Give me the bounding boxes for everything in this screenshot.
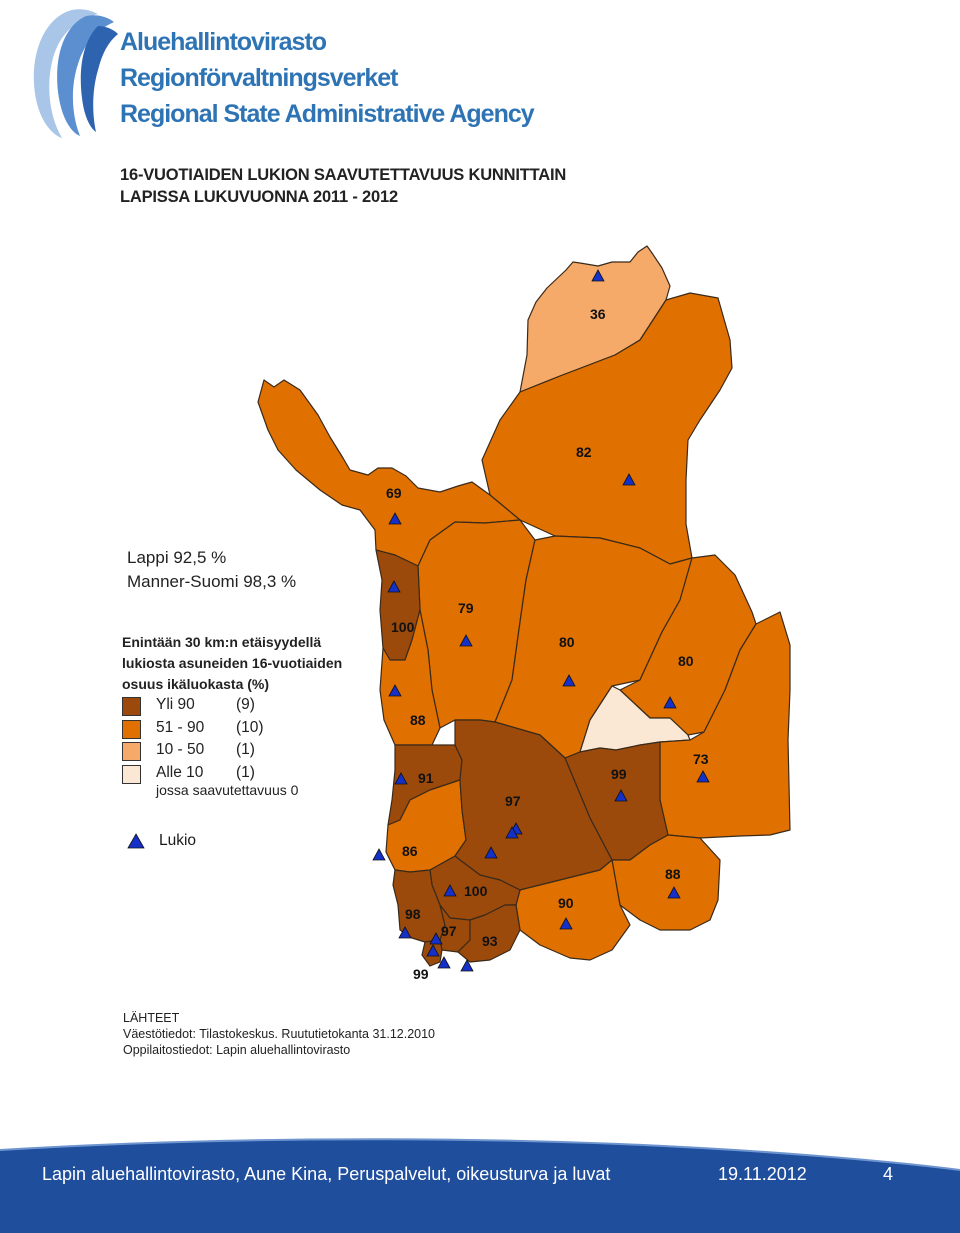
agency-logo-mark-icon bbox=[33, 9, 118, 138]
lukio-marker-icon bbox=[459, 634, 473, 647]
municipality-labels: 36 82 69 79 100 80 80 88 91 97 99 73 86 … bbox=[386, 306, 709, 982]
lukio-marker-icon bbox=[667, 886, 681, 899]
sources-line: Oppilaitostiedot: Lapin aluehallintovira… bbox=[123, 1043, 351, 1057]
lukio-marker-icon bbox=[443, 884, 457, 897]
legend-swatch bbox=[122, 719, 141, 739]
legend-class-count: (10) bbox=[236, 718, 264, 736]
lukio-marker-icon bbox=[388, 512, 402, 525]
legend-class-count: (1) bbox=[236, 741, 255, 758]
lukio-marker-icon bbox=[387, 580, 401, 593]
map-legend: Enintään 30 km:n etäisyydellä lukiosta a… bbox=[122, 632, 382, 798]
footer-band bbox=[0, 1138, 960, 1233]
legend-swatch bbox=[122, 742, 141, 761]
lukio-marker-icon bbox=[372, 848, 386, 861]
municipality-label: 80 bbox=[559, 634, 575, 650]
legend-swatch bbox=[122, 697, 141, 716]
municipality-region-93 bbox=[457, 904, 521, 963]
lukio-marker-icon bbox=[663, 696, 677, 709]
legend-class-label: 10 - 50 bbox=[156, 741, 205, 758]
municipality-label: 86 bbox=[402, 843, 418, 859]
municipality-label: 100 bbox=[391, 619, 415, 635]
municipality-label: 36 bbox=[590, 306, 606, 322]
municipality-region-90 bbox=[515, 859, 631, 961]
legend-class-label: Yli 90 bbox=[156, 696, 195, 713]
legend-note: jossa saavutettavuus 0 bbox=[156, 782, 299, 798]
lukio-marker-icon bbox=[559, 917, 573, 930]
municipality-label: 88 bbox=[410, 712, 426, 728]
map-title-line-1: 16-VUOTIAIDEN LUKION SAAVUTETTAVUUS KUNN… bbox=[120, 166, 567, 184]
legend-class-count: (9) bbox=[236, 696, 255, 713]
municipality-label: 97 bbox=[505, 793, 521, 809]
lukio-marker-icon bbox=[484, 846, 498, 859]
municipality-label: 99 bbox=[413, 966, 429, 982]
legend-class-count: (1) bbox=[236, 763, 255, 781]
logo-text-english: Regional State Administrative Agency bbox=[120, 100, 535, 128]
summary-lappi: Lappi 92,5 % bbox=[127, 548, 227, 567]
legend-heading-line: lukiosta asuneiden 16-vuotiaiden bbox=[122, 655, 343, 671]
municipality-label: 73 bbox=[693, 751, 709, 767]
legend-class-label: 51 - 90 bbox=[156, 718, 205, 736]
lukio-marker-icon bbox=[622, 473, 636, 486]
municipality-label: 97 bbox=[441, 923, 457, 939]
lukio-markers bbox=[372, 269, 710, 972]
legend-class-label: Alle 10 bbox=[156, 763, 204, 781]
legend-heading-line: Enintään 30 km:n etäisyydellä bbox=[122, 634, 322, 650]
map-title-line-2: LAPISSA LUKUVUONNA 2011 - 2012 bbox=[120, 188, 398, 206]
legend-lukio-label: Lukio bbox=[159, 832, 197, 849]
legend-class-10-50: 10 - 50 (1) bbox=[122, 740, 382, 763]
lukio-legend-icon bbox=[127, 833, 145, 849]
municipality-label: 82 bbox=[576, 444, 592, 460]
sources-line: Väestötiedot: Tilastokeskus. Ruututietok… bbox=[123, 1027, 436, 1041]
legend-class-yli-90: Yli 90 (9) bbox=[122, 695, 382, 718]
municipality-label: 90 bbox=[558, 895, 574, 911]
lukio-marker-icon bbox=[426, 944, 440, 957]
municipality-label: 69 bbox=[386, 485, 402, 501]
lukio-marker-icon bbox=[562, 674, 576, 687]
lukio-marker-icon bbox=[394, 772, 408, 785]
legend-heading-line: osuus ikäluokasta (%) bbox=[122, 676, 270, 692]
lukio-marker-icon bbox=[505, 826, 519, 839]
lukio-marker-icon bbox=[591, 269, 605, 282]
municipality-region-88a bbox=[379, 609, 441, 746]
footer-date: 19.11.2012 bbox=[718, 1164, 807, 1184]
logo-text-finnish: Aluehallintovirasto bbox=[120, 28, 327, 56]
lukio-marker-icon bbox=[437, 956, 451, 969]
legend-class-alle-10: Alle 10 (1) bbox=[122, 763, 382, 786]
municipality-label: 100 bbox=[464, 883, 488, 899]
municipality-region-69 bbox=[257, 379, 521, 567]
municipality-label: 93 bbox=[482, 933, 498, 949]
municipality-label: 88 bbox=[665, 866, 681, 882]
summary-block: Lappi 92,5 % Manner-Suomi 98,3 % bbox=[127, 546, 296, 594]
agency-logo: Aluehallintovirasto Regionförvaltningsve… bbox=[28, 6, 535, 141]
summary-manner-suomi: Manner-Suomi 98,3 % bbox=[127, 572, 297, 591]
lukio-marker-icon bbox=[696, 770, 710, 783]
legend-swatch bbox=[122, 764, 141, 784]
municipality-label: 80 bbox=[678, 653, 694, 669]
municipality-label: 79 bbox=[458, 600, 474, 616]
municipality-label: 91 bbox=[418, 770, 434, 786]
lukio-marker-icon bbox=[429, 932, 443, 945]
legend-heading: Enintään 30 km:n etäisyydellä lukiosta a… bbox=[122, 632, 382, 695]
lukio-marker-icon bbox=[460, 959, 474, 972]
logo-text-swedish: Regionförvaltningsverket bbox=[120, 64, 398, 92]
municipality-label: 98 bbox=[405, 906, 421, 922]
lukio-marker-icon bbox=[614, 789, 628, 802]
footer-text: Lapin aluehallintovirasto, Aune Kina, Pe… bbox=[42, 1164, 611, 1184]
lukio-marker-icon bbox=[398, 926, 412, 939]
municipality-region-88b bbox=[611, 834, 721, 931]
map-title: 16-VUOTIAIDEN LUKION SAAVUTETTAVUUS KUNN… bbox=[120, 164, 566, 208]
lukio-marker-icon bbox=[388, 684, 402, 697]
legend-class-51-90: 51 - 90 (10) bbox=[122, 718, 382, 741]
sources-block: LÄHTEET Väestötiedot: Tilastokeskus. Ruu… bbox=[123, 1010, 435, 1058]
footer-page-number: 4 bbox=[883, 1164, 894, 1184]
sources-heading: LÄHTEET bbox=[123, 1011, 180, 1025]
municipality-label: 99 bbox=[611, 766, 627, 782]
